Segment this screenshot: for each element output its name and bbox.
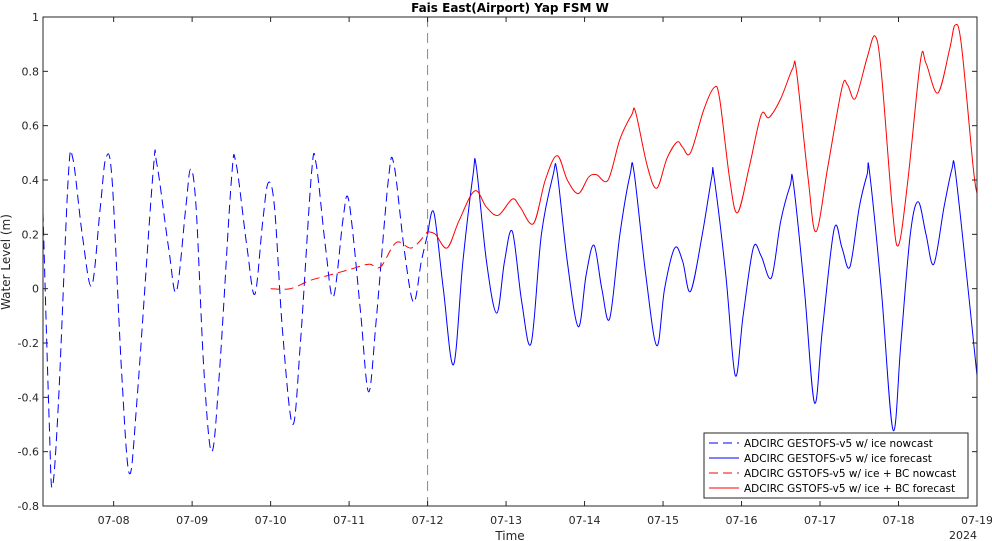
x-tick-label: 07-16 — [726, 514, 758, 527]
chart-title: Fais East(Airport) Yap FSM W — [411, 1, 609, 15]
legend-entry: ADCIRC GSTOFS-v5 w/ ice + BC forecast — [744, 483, 955, 495]
x-tick-label: 07-12 — [412, 514, 444, 527]
y-tick-label: -0.8 — [18, 500, 39, 513]
y-tick-label: 1 — [32, 11, 39, 24]
y-tick-label: 0.2 — [22, 228, 40, 241]
plot-area — [42, 17, 978, 506]
legend: ADCIRC GESTOFS-v5 w/ ice nowcast ADCIRC G… — [703, 432, 969, 499]
y-tick-label: 0.6 — [22, 120, 40, 133]
legend-box — [703, 432, 969, 499]
series-line-1 — [42, 149, 429, 489]
y-tick-label: 0.8 — [22, 65, 40, 78]
legend-entry: ADCIRC GSTOFS-v5 w/ ice + BC nowcast — [744, 468, 956, 480]
y-tick-label: -0.4 — [18, 391, 39, 404]
x-axis-label: Time — [494, 529, 524, 541]
x-tick-label: 07-14 — [569, 514, 601, 527]
x-tick-label: 07-08 — [98, 514, 130, 527]
x-tick-label: 07-18 — [883, 514, 915, 527]
series-line-4 — [427, 23, 978, 249]
x-tick-label: 07-11 — [333, 514, 365, 527]
x-tick-label: 07-10 — [255, 514, 287, 527]
y-tick-label: 0 — [32, 283, 39, 296]
y-axis-label: Water Level (m) — [0, 214, 13, 310]
y-tick-label: -0.2 — [18, 337, 39, 350]
axes: -0.8 -0.6 -0.4 -0.2 0 0.2 0.4 0.6 0.8 1 07-08 07-09… — [18, 11, 992, 527]
series-line-3 — [270, 231, 428, 290]
x-tick-label: 07-15 — [647, 514, 679, 527]
legend-entry: ADCIRC GESTOFS-v5 w/ ice forecast — [744, 453, 932, 465]
year-label: 2024 — [949, 529, 977, 541]
x-tick-label: 07-13 — [490, 514, 522, 527]
x-tick-label: 07-17 — [804, 514, 836, 527]
legend-entry: ADCIRC GESTOFS-v5 w/ ice nowcast — [744, 438, 933, 450]
axes-box — [42, 16, 978, 507]
y-tick-label: 0.4 — [22, 174, 40, 187]
y-tick-label: -0.6 — [18, 446, 39, 459]
x-tick-label: 07-09 — [176, 514, 208, 527]
x-tick-label: 07-19 — [961, 514, 992, 527]
series-line-2 — [427, 157, 978, 432]
